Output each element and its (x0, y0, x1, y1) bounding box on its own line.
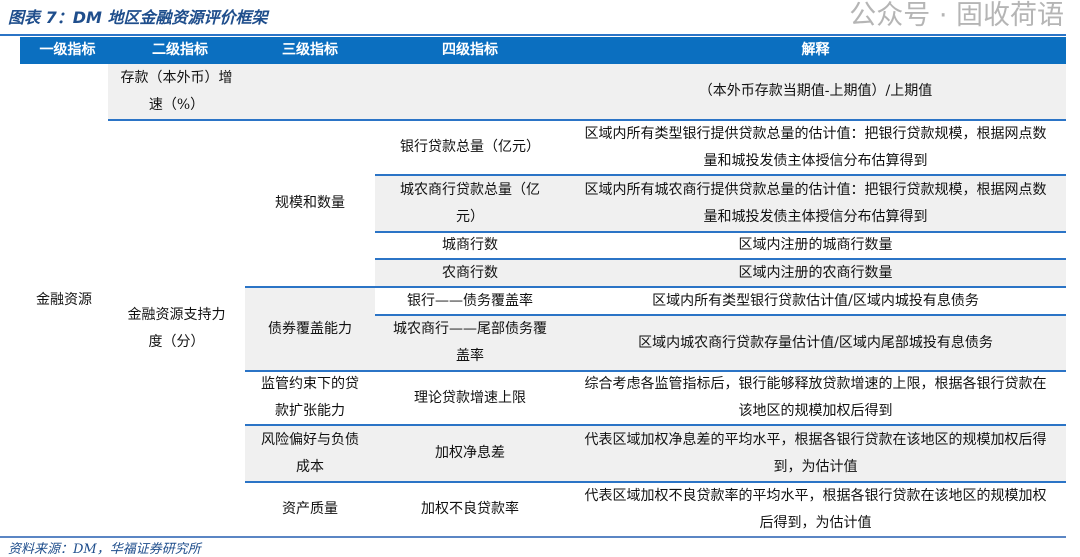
level4-cell: 城农商行——尾部债务覆盖率 (375, 314, 565, 370)
level4-cell: 城农商行贷款总量（亿元） (375, 174, 565, 231)
level2-support: 金融资源支持力度（分） (108, 119, 245, 536)
deposit-level2: 存款（本外币）增速（%） (108, 64, 245, 119)
explain-cell: 区域内城农商行贷款存量估计值/区域内尾部城投有息债务 (565, 314, 1066, 370)
explain-cell: 区域内所有类型银行贷款估计值/区域内城投有息债务 (565, 286, 1066, 314)
level4-cell: 城商行数 (375, 231, 565, 258)
header-level2: 二级指标 (152, 42, 208, 58)
header-explain: 解释 (801, 42, 830, 58)
header-level3: 三级指标 (282, 42, 338, 58)
table-header: 一级指标 二级指标 三级指标 四级指标 解释 (20, 37, 1066, 64)
explain-cell: 区域内所有城农商行提供贷款总量的估计值：把银行贷款规模，根据网点数量和城投发债主… (565, 174, 1066, 231)
level4-cell: 加权不良贷款率 (375, 481, 565, 536)
explain-cell: 区域内所有类型银行提供贷款总量的估计值：把银行贷款规模，根据网点数量和城投发债主… (565, 119, 1066, 174)
level4-cell: 理论贷款增速上限 (375, 370, 565, 424)
level3-risk: 风险偏好与负债成本 (245, 424, 375, 481)
deposit-empty (245, 64, 565, 119)
level4-cell: 加权净息差 (375, 424, 565, 481)
level4-cell: 银行贷款总量（亿元） (375, 119, 565, 174)
level4-cell: 农商行数 (375, 258, 565, 286)
header-level1: 一级指标 (39, 42, 96, 58)
explain-cell: 代表区域加权净息差的平均水平，根据各银行贷款在该地区的规模加权后得到，为估计值 (565, 424, 1066, 481)
top-rule (0, 34, 1066, 36)
level1-cell: 金融资源 (36, 291, 92, 308)
level3-asset-quality: 资产质量 (245, 481, 375, 536)
level4-cell: 银行——债务覆盖率 (375, 286, 565, 314)
level3-scale: 规模和数量 (245, 119, 375, 286)
level3-regulatory: 监管约束下的贷款扩张能力 (245, 370, 375, 424)
figure-title: 图表 7：DM 地区金融资源评价框架 (8, 8, 268, 27)
bottom-rule (0, 536, 1066, 538)
explain-cell: 区域内注册的城商行数量 (565, 231, 1066, 258)
explain-cell: 区域内注册的农商行数量 (565, 258, 1066, 286)
source-note: 资料来源：DM，华福证券研究所 (8, 542, 201, 557)
level3-bond-coverage: 债券覆盖能力 (245, 286, 375, 370)
deposit-explain: （本外币存款当期值-上期值）/上期值 (565, 64, 1066, 119)
explain-cell: 代表区域加权不良贷款率的平均水平，根据各银行贷款在该地区的规模加权后得到，为估计… (565, 481, 1066, 536)
watermark: 公众号 · 固收荷语 (849, 0, 1064, 31)
explain-cell: 综合考虑各监管指标后，银行能够释放贷款增速的上限，根据各银行贷款在该地区的规模加… (565, 370, 1066, 424)
header-level4: 四级指标 (442, 42, 498, 58)
